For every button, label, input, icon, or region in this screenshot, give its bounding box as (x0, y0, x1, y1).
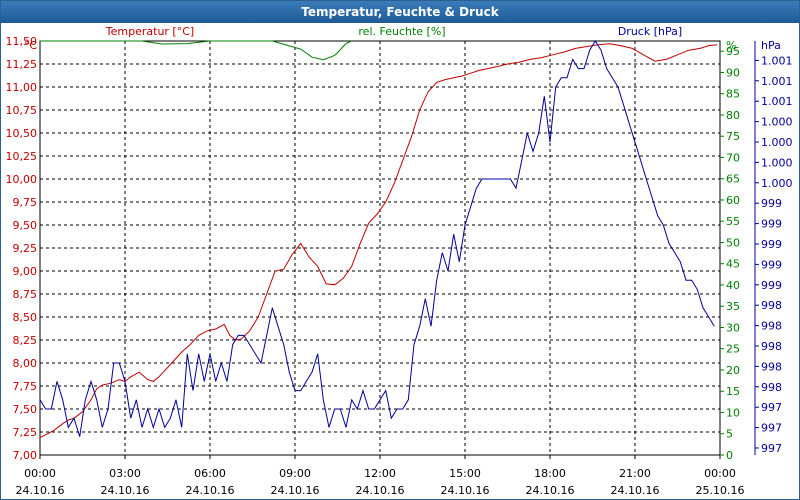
pressure-tick-label: 998 (761, 340, 782, 353)
pressure-tick-label: 1.000 (761, 177, 793, 190)
pressure-tick-label: 1.000 (761, 136, 793, 149)
humidity-tick-label: 80 (726, 109, 740, 122)
x-tick-date-label: 24.10.16 (526, 484, 575, 497)
pressure-tick-label: 1.001 (761, 75, 793, 88)
temperature-tick-label: 10,75 (6, 104, 38, 117)
pressure-unit-label: hPa (761, 39, 781, 52)
x-tick-date-label: 24.10.16 (186, 484, 235, 497)
x-tick-date-label: 24.10.16 (271, 484, 320, 497)
temperature-tick-label: 11,25 (6, 58, 38, 71)
temperature-tick-label: 7,75 (13, 380, 38, 393)
temperature-tick-label: 7,00 (13, 449, 38, 462)
temperature-tick-label: 8,75 (13, 288, 38, 301)
temperature-tick-label: 9,75 (13, 196, 38, 209)
chart-title: Temperatur, Feuchte & Druck (301, 5, 499, 19)
x-tick-time-label: 00:00 (704, 467, 736, 480)
pressure-series-label: Druck [hPa] (618, 25, 682, 38)
temperature-tick-label: 9,25 (13, 242, 38, 255)
x-tick-time-label: 18:00 (534, 467, 566, 480)
humidity-series-line (40, 40, 352, 61)
x-tick-date-label: 24.10.16 (356, 484, 405, 497)
x-tick-time-label: 06:00 (194, 467, 226, 480)
pressure-tick-label: 1.001 (761, 95, 793, 108)
humidity-tick-label: 50 (726, 236, 740, 249)
humidity-series-label: rel. Feuchte [%] (358, 25, 445, 38)
humidity-tick-label: 35 (726, 300, 740, 313)
humidity-unit-label: % (726, 39, 736, 52)
humidity-tick-label: 40 (726, 279, 740, 292)
pressure-tick-label: 997 (761, 442, 782, 455)
humidity-tick-label: 75 (726, 130, 740, 143)
temperature-tick-label: 7,25 (13, 426, 38, 439)
pressure-tick-label: 998 (761, 381, 782, 394)
pressure-tick-label: 1.001 (761, 54, 793, 67)
temperature-tick-label: 9,50 (13, 219, 38, 232)
x-tick-date-label: 24.10.16 (101, 484, 150, 497)
temperature-series-label: Temperatur [°C] (105, 25, 194, 38)
humidity-tick-label: 10 (726, 406, 740, 419)
temperature-tick-label: 8,00 (13, 357, 38, 370)
temperature-tick-label: 8,25 (13, 334, 38, 347)
humidity-tick-label: 65 (726, 173, 740, 186)
humidity-tick-label: 85 (726, 88, 740, 101)
x-tick-time-label: 00:00 (24, 467, 56, 480)
temperature-tick-label: 8,50 (13, 311, 38, 324)
pressure-tick-label: 1.000 (761, 116, 793, 129)
pressure-tick-label: 999 (761, 218, 782, 231)
temperature-tick-label: 10,00 (6, 173, 38, 186)
pressure-tick-label: 1.000 (761, 156, 793, 169)
pressure-tick-label: 999 (761, 197, 782, 210)
pressure-tick-label: 999 (761, 238, 782, 251)
pressure-series-line (40, 40, 715, 437)
humidity-tick-label: 15 (726, 385, 740, 398)
temperature-series-line (40, 43, 718, 438)
x-tick-time-label: 03:00 (109, 467, 141, 480)
pressure-tick-label: 997 (761, 422, 782, 435)
pressure-tick-label: 999 (761, 258, 782, 271)
humidity-tick-label: 60 (726, 194, 740, 207)
humidity-tick-label: 70 (726, 151, 740, 164)
x-tick-time-label: 21:00 (619, 467, 651, 480)
humidity-tick-label: 45 (726, 258, 740, 271)
humidity-tick-label: 20 (726, 364, 740, 377)
pressure-tick-label: 997 (761, 401, 782, 414)
humidity-tick-label: 0 (726, 449, 733, 462)
temperature-tick-label: 7,50 (13, 403, 38, 416)
humidity-tick-label: 55 (726, 215, 740, 228)
humidity-tick-label: 95 (726, 45, 740, 58)
pressure-tick-label: 998 (761, 299, 782, 312)
temperature-tick-label: 11,50 (6, 35, 38, 48)
x-tick-time-label: 12:00 (364, 467, 396, 480)
title-bar: Temperatur, Feuchte & Druck (1, 1, 799, 23)
pressure-tick-label: 998 (761, 360, 782, 373)
temperature-unit-label: °C (24, 39, 38, 52)
x-tick-time-label: 15:00 (449, 467, 481, 480)
x-tick-date-label: 24.10.16 (441, 484, 490, 497)
x-tick-date-label: 25.10.16 (696, 484, 745, 497)
pressure-tick-label: 998 (761, 320, 782, 333)
humidity-tick-label: 25 (726, 343, 740, 356)
temperature-tick-label: 10,25 (6, 150, 38, 163)
temperature-tick-label: 11,00 (6, 81, 38, 94)
temperature-tick-label: 9,00 (13, 265, 38, 278)
humidity-tick-label: 90 (726, 66, 740, 79)
x-tick-time-label: 09:00 (279, 467, 311, 480)
pressure-tick-label: 999 (761, 279, 782, 292)
humidity-tick-label: 30 (726, 321, 740, 334)
humidity-tick-label: 5 (726, 428, 733, 441)
temperature-tick-label: 10,50 (6, 127, 38, 140)
x-tick-date-label: 24.10.16 (16, 484, 65, 497)
x-tick-date-label: 24.10.16 (611, 484, 660, 497)
